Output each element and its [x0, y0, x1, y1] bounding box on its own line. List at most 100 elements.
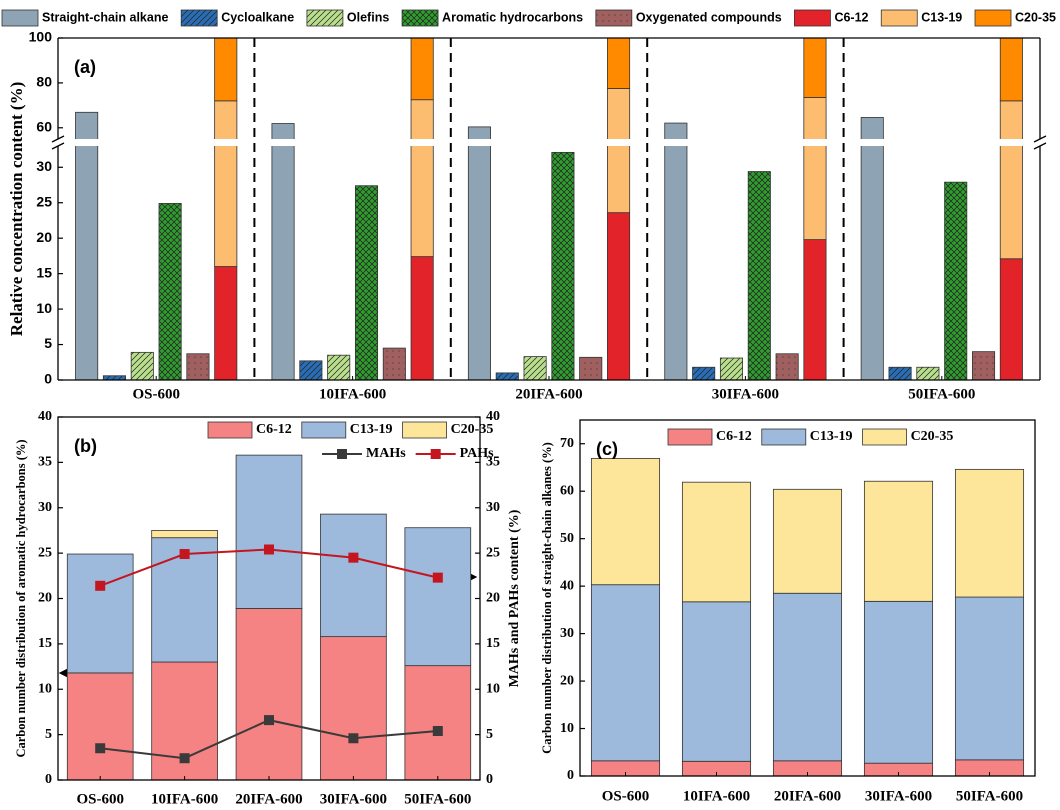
- y2-tick-label: 40: [486, 409, 500, 424]
- legend-label: C6-12: [716, 429, 752, 444]
- marker: [348, 552, 359, 563]
- legend-label: C6-12: [834, 10, 868, 24]
- marker: [264, 715, 274, 726]
- bar: [299, 360, 323, 381]
- bar: [999, 37, 1023, 102]
- panel: 0 5 10 15 20 25 30 60 80 100 OS-600 10IFA-600 20IFA-…: [1, 9, 1056, 402]
- bar: [467, 126, 491, 381]
- bar: [719, 357, 744, 381]
- y-tick-label: 25: [38, 545, 52, 560]
- y-tick-label: 35: [38, 455, 52, 470]
- y-tick-label: 40: [38, 409, 52, 424]
- y-tick-label: 20: [560, 673, 574, 688]
- bar: [772, 488, 843, 594]
- bar: [214, 37, 238, 102]
- legend-swatch: [180, 9, 218, 27]
- bar: [158, 203, 182, 381]
- bar: [66, 553, 134, 674]
- bar: [999, 258, 1023, 381]
- legend-swatch: [402, 421, 447, 439]
- bar: [404, 527, 472, 667]
- x-tick-label: OS-600: [602, 788, 650, 804]
- y-tick-label: 20: [36, 229, 52, 245]
- y-tick-label: 20: [38, 591, 52, 606]
- x-tick-label: 50IFA-600: [404, 791, 471, 807]
- bar: [772, 592, 843, 762]
- bar: [775, 353, 799, 381]
- y2-tick-label: 20: [486, 591, 500, 606]
- y-tick-label: 70: [560, 436, 574, 451]
- legend-swatch: [880, 9, 918, 27]
- y-tick-label: 10: [36, 300, 52, 316]
- y-tick-label: 0: [44, 371, 52, 387]
- y-tick-label: 10: [38, 681, 52, 696]
- legend-swatch: [667, 428, 713, 446]
- y-tick-label: 100: [29, 29, 53, 45]
- bar: [327, 354, 351, 381]
- y-axis-title: Carbon number distribution of aromatic h…: [14, 439, 28, 757]
- bar: [271, 123, 295, 381]
- y-tick-label: 10: [560, 721, 574, 736]
- marker: [432, 725, 443, 736]
- bar: [860, 117, 884, 381]
- bar: [151, 530, 218, 539]
- legend-marker: [430, 449, 441, 459]
- bar: [999, 100, 1023, 260]
- bar: [410, 256, 434, 381]
- y-tick-label: 5: [45, 727, 52, 742]
- bar: [579, 356, 603, 381]
- y-tick-label: 25: [36, 193, 52, 209]
- bar: [354, 185, 379, 381]
- legend-swatch: [207, 421, 253, 439]
- bar: [235, 608, 303, 781]
- bar: [320, 513, 387, 638]
- bar: [235, 454, 303, 609]
- y-tick-label: 50: [560, 531, 574, 546]
- legend-label: Olefins: [347, 10, 389, 24]
- x-tick-label: 30IFA-600: [865, 788, 932, 804]
- y2-axis-title: MAHs and PAHs content (%): [507, 509, 522, 687]
- bar: [590, 458, 661, 586]
- legend-label: C20-35: [451, 422, 494, 437]
- x-tick-label: 30IFA-600: [320, 791, 387, 807]
- bar: [320, 636, 387, 781]
- panel-label: (b): [74, 436, 97, 456]
- y2-tick-label: 10: [486, 681, 500, 696]
- bar: [75, 111, 99, 381]
- y2-tick-label: 0: [486, 772, 493, 787]
- y-tick-label: 15: [36, 264, 52, 280]
- y-tick-label: 60: [560, 483, 574, 498]
- bar: [214, 266, 238, 381]
- y-axis-title: Relative concentration content (%): [7, 82, 26, 336]
- legend-swatch: [974, 9, 1012, 27]
- marker: [179, 549, 190, 560]
- legend-swatch: [761, 428, 807, 446]
- bar: [747, 171, 771, 381]
- y-tick-label: 40: [560, 578, 574, 593]
- legend: C6-12 C13-19 C20-35: [667, 428, 954, 446]
- legend-label: Cycloalkane: [221, 10, 294, 24]
- legend-swatch: [595, 9, 633, 27]
- bar: [803, 37, 827, 98]
- bar: [523, 356, 547, 381]
- bar: [551, 151, 575, 381]
- x-tick-label: OS-600: [76, 791, 124, 807]
- legend-label: C20-35: [911, 429, 954, 444]
- bar: [404, 665, 472, 781]
- marker: [432, 572, 443, 583]
- x-tick-label: 50IFA-600: [956, 788, 1023, 804]
- bar: [803, 239, 827, 381]
- legend: Straight-chain alkane Cycloalkane Olefins A…: [1, 9, 1056, 27]
- panel: 0 5 10 15 20 25 30 35 40 0 5 10 15 20 25 30 35 40 OS-600 10…: [14, 409, 522, 807]
- panel-label: (a): [74, 57, 96, 77]
- x-tick-label: 20IFA-600: [235, 791, 302, 807]
- bar: [495, 372, 519, 381]
- y2-tick-label: 15: [486, 636, 500, 651]
- bar: [863, 600, 934, 764]
- bar: [954, 596, 1025, 761]
- bar: [803, 97, 827, 240]
- y-tick-label: 0: [45, 772, 52, 787]
- panel: 0 10 20 30 40 50 60 70 OS-600 10IFA-600 20IFA-600 3…: [540, 419, 1036, 804]
- legend-swatch: [862, 428, 907, 446]
